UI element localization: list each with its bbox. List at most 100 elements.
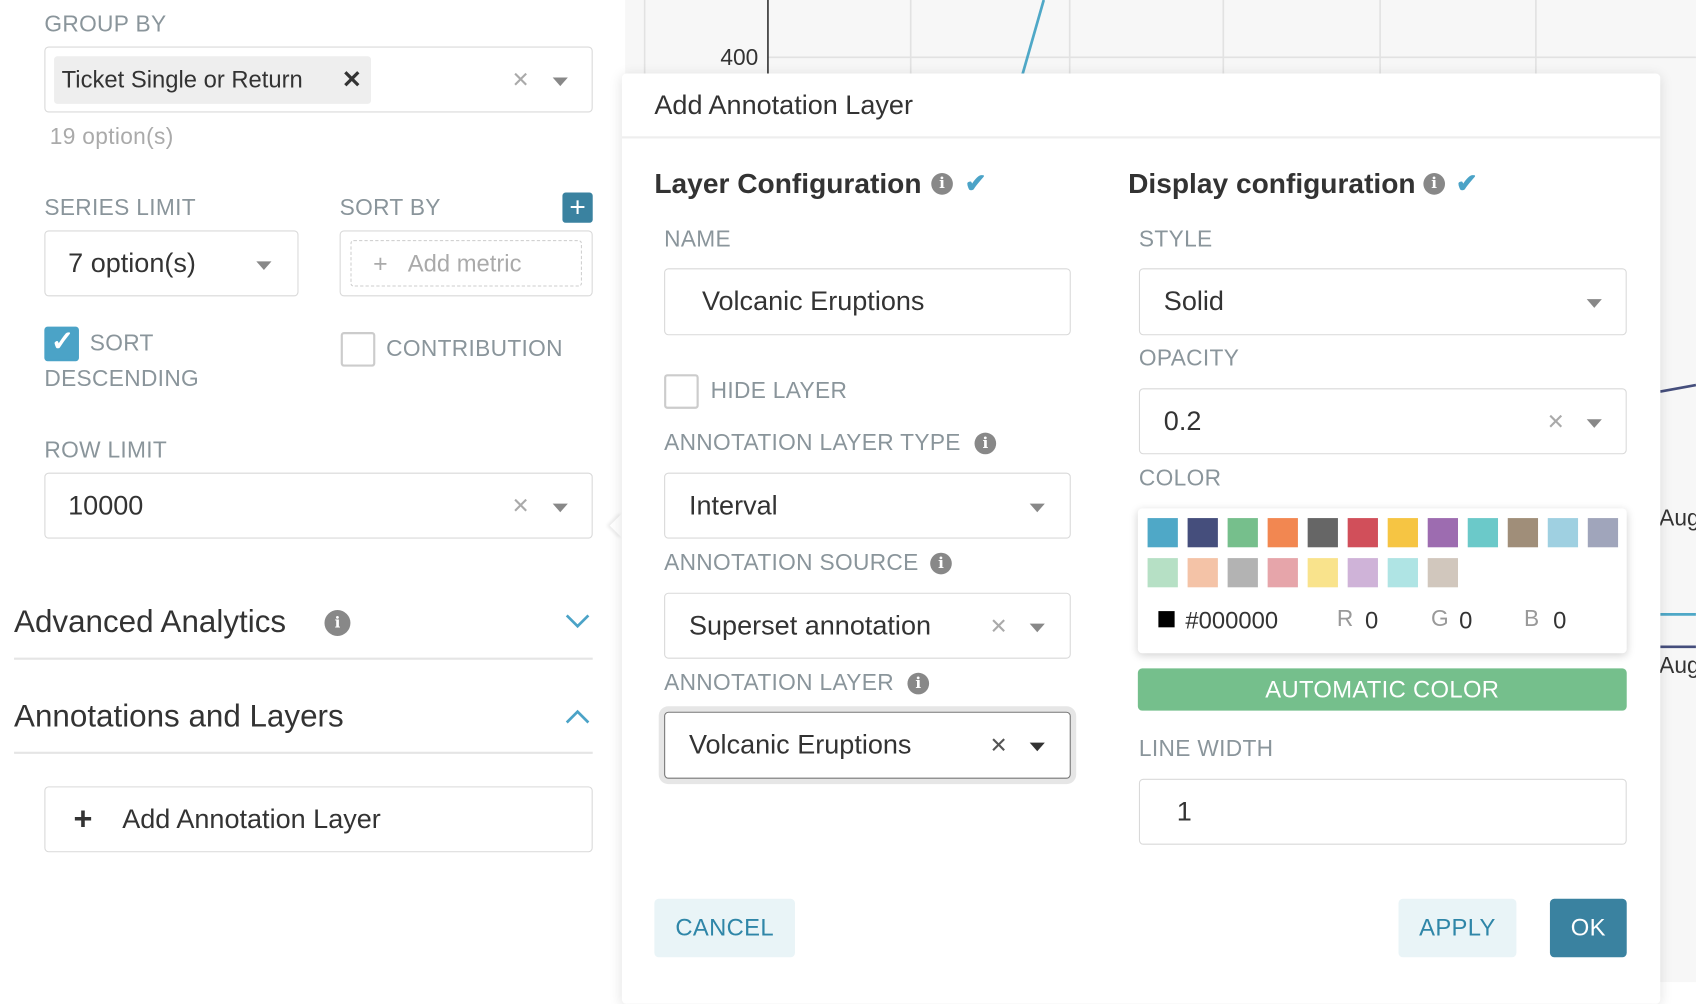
caret-down-icon	[1029, 742, 1045, 752]
info-icon: i	[930, 552, 952, 575]
color-swatch[interactable]	[1147, 558, 1178, 588]
chevron-up-icon[interactable]	[565, 708, 591, 725]
add-annotation-layer-button[interactable]: + Add Annotation Layer	[44, 786, 593, 853]
layer-configuration-title: Layer Configuration	[654, 167, 922, 200]
color-swatch[interactable]	[1387, 558, 1418, 588]
line-width-label: LINE WIDTH	[1138, 736, 1274, 762]
info-icon: i	[931, 173, 953, 195]
clear-icon[interactable]: ✕	[511, 494, 530, 519]
check-icon: ✔	[964, 169, 987, 199]
row-limit-label: ROW LIMIT	[44, 438, 168, 463]
color-swatch[interactable]	[1347, 558, 1378, 588]
add-sort-button[interactable]: +	[562, 192, 593, 223]
name-label: NAME	[664, 227, 732, 253]
select-value: 7 option(s)	[68, 247, 196, 278]
color-swatch[interactable]	[1507, 518, 1539, 548]
color-swatch[interactable]	[1347, 518, 1378, 548]
clear-icon[interactable]: ✕	[1546, 409, 1565, 434]
clear-icon[interactable]: ✕	[989, 614, 1008, 639]
color-swatch[interactable]	[1187, 518, 1218, 548]
popover-title: Add Annotation Layer	[654, 90, 913, 121]
cancel-button[interactable]: CANCEL	[654, 898, 795, 958]
hide-layer-label: HIDE LAYER	[710, 378, 848, 404]
x-tick-label: Aug	[1659, 506, 1696, 532]
select-value: Interval	[688, 489, 778, 521]
add-metric-label: Add metric	[407, 249, 522, 277]
info-icon: i	[324, 610, 351, 636]
color-swatch[interactable]	[1267, 518, 1298, 548]
control-panel: GROUP BY Ticket Single or Return ✕ ✕ 19 …	[0, 0, 624, 983]
contribution-label: CONTRIBUTION	[386, 336, 563, 362]
add-metric-button[interactable]: + Add metric	[350, 240, 582, 287]
plus-icon: +	[73, 800, 93, 837]
color-swatch[interactable]	[1307, 518, 1338, 548]
annotation-source-label: ANNOTATION SOURCE	[664, 550, 919, 576]
select-value: Volcanic Eruptions	[688, 729, 912, 760]
button-label: CANCEL	[675, 913, 774, 941]
r-label: R	[1336, 606, 1354, 632]
descending-label: DESCENDING	[44, 366, 200, 392]
color-swatch[interactable]	[1387, 518, 1418, 548]
b-input[interactable]: 0	[1553, 606, 1567, 634]
divider	[621, 136, 1661, 139]
automatic-color-button[interactable]: AUTOMATIC COLOR	[1137, 668, 1627, 711]
hide-layer-checkbox[interactable]	[664, 374, 699, 409]
annotation-layer-type-select[interactable]: Interval	[664, 472, 1071, 539]
ok-button[interactable]: OK	[1549, 898, 1627, 958]
annotation-layer-label: ANNOTATION LAYER	[664, 670, 894, 696]
r-input[interactable]: 0	[1364, 606, 1379, 634]
chevron-down-icon[interactable]	[565, 612, 591, 629]
color-swatch[interactable]	[1427, 558, 1458, 588]
color-swatch[interactable]	[1307, 558, 1338, 588]
color-swatch[interactable]	[1227, 518, 1258, 548]
clear-icon[interactable]: ✕	[511, 68, 530, 92]
sort-by-label: SORT BY	[339, 195, 441, 221]
annotation-source-select[interactable]: Superset annotation ✕	[664, 592, 1071, 659]
series-limit-select[interactable]: 7 option(s)	[44, 230, 299, 297]
sort-by-field: + Add metric	[339, 230, 593, 297]
name-input[interactable]: Volcanic Eruptions	[664, 268, 1071, 336]
opacity-label: OPACITY	[1138, 346, 1240, 371]
check-icon: ✓	[50, 324, 75, 357]
line-width-input[interactable]: 1	[1138, 778, 1627, 845]
contribution-checkbox[interactable]	[340, 332, 376, 367]
color-swatch[interactable]	[1547, 518, 1579, 548]
caret-down-icon	[1586, 299, 1602, 308]
color-label: COLOR	[1138, 466, 1222, 492]
group-by-select[interactable]: Ticket Single or Return ✕ ✕	[44, 46, 593, 113]
color-swatch[interactable]	[1427, 518, 1458, 548]
color-swatch[interactable]	[1227, 558, 1258, 588]
select-value: 0.2	[1163, 405, 1202, 436]
sort-descending-checkbox[interactable]: ✓	[44, 324, 79, 362]
remove-tag-icon[interactable]: ✕	[341, 65, 362, 94]
hex-input[interactable]: #000000	[1185, 606, 1279, 634]
series-line	[1020, 0, 1046, 77]
button-label: AUTOMATIC COLOR	[1265, 675, 1500, 703]
info-icon: i	[907, 672, 930, 695]
clear-icon[interactable]: ✕	[989, 733, 1008, 758]
info-icon: i	[974, 432, 997, 455]
current-color-swatch	[1158, 611, 1175, 628]
color-swatch[interactable]	[1467, 518, 1499, 548]
style-select[interactable]: Solid	[1138, 268, 1627, 336]
x-tick-label: Aug	[1659, 653, 1696, 679]
color-swatch[interactable]	[1267, 558, 1298, 588]
divider	[14, 751, 593, 754]
group-by-label: GROUP BY	[44, 11, 167, 37]
annotation-layer-select[interactable]: Volcanic Eruptions ✕	[664, 711, 1071, 779]
color-picker: #000000 R 0 G 0 B 0	[1137, 508, 1627, 654]
color-swatch[interactable]	[1587, 518, 1619, 548]
opacity-select[interactable]: 0.2 ✕	[1138, 388, 1627, 455]
display-configuration-title: Display configuration	[1128, 167, 1416, 200]
button-label: OK	[1570, 913, 1606, 941]
section-title: Annotations and Layers	[14, 699, 344, 734]
color-swatch[interactable]	[1147, 518, 1178, 548]
b-label: B	[1523, 606, 1540, 632]
group-by-tag: Ticket Single or Return ✕	[54, 56, 371, 104]
row-limit-select[interactable]: 10000 ✕	[44, 472, 593, 539]
g-input[interactable]: 0	[1459, 606, 1473, 634]
apply-button[interactable]: APPLY	[1398, 898, 1517, 958]
series-limit-label: SERIES LIMIT	[44, 195, 196, 221]
color-swatch[interactable]	[1187, 558, 1218, 588]
caret-down-icon[interactable]	[552, 76, 568, 86]
